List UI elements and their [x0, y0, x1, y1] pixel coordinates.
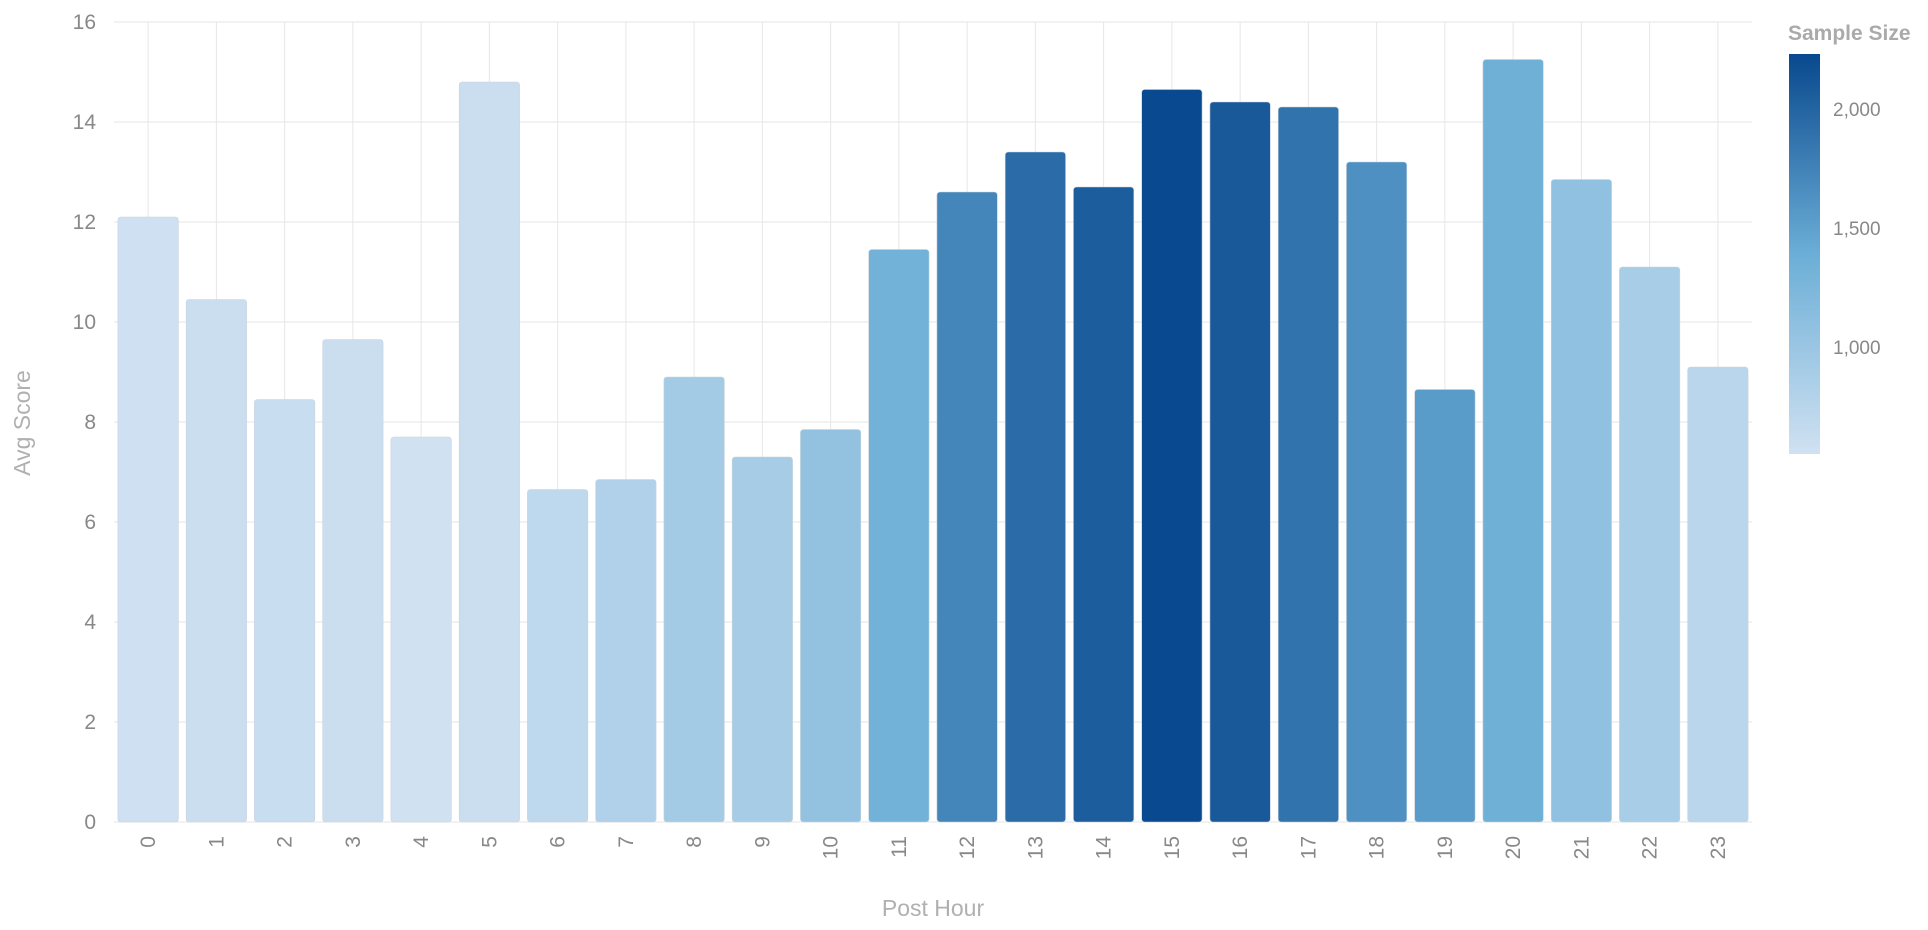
x-tick-label: 4 [410, 836, 433, 848]
legend-tick-label: 1,500 [1833, 219, 1881, 240]
y-tick-label: 10 [73, 311, 96, 334]
bar-hour-17[interactable] [1277, 106, 1339, 823]
y-tick-label: 12 [73, 211, 96, 234]
x-tick-label: 14 [1093, 836, 1116, 860]
y-tick-label: 0 [84, 811, 96, 834]
x-tick-label: 3 [342, 836, 365, 848]
x-tick-label: 23 [1707, 836, 1730, 859]
x-axis-ticks: 0 1 2 3 4 5 6 7 8 9 10 11 12 13 14 15 16 17 18 19 20 21 22 23 [137, 836, 1730, 860]
y-tick-label: 2 [84, 711, 96, 734]
bar-hour-0[interactable] [117, 216, 179, 823]
x-tick-label: 20 [1502, 836, 1525, 859]
bar-hour-2[interactable] [254, 399, 316, 823]
legend-color-bar [1789, 54, 1820, 454]
bar-hour-3[interactable] [322, 339, 384, 823]
bar-hour-12[interactable] [936, 191, 998, 823]
x-tick-label: 15 [1161, 836, 1184, 859]
x-tick-label: 19 [1434, 836, 1457, 859]
y-tick-label: 8 [84, 411, 96, 434]
bar-hour-14[interactable] [1073, 186, 1135, 823]
x-tick-label: 10 [820, 836, 843, 859]
y-tick-label: 14 [73, 111, 97, 134]
y-tick-label: 4 [84, 611, 96, 634]
bar-hour-5[interactable] [458, 81, 520, 823]
bar-hour-10[interactable] [800, 429, 862, 823]
x-tick-label: 11 [888, 836, 911, 858]
x-tick-label: 17 [1297, 836, 1320, 859]
bar-hour-4[interactable] [390, 436, 452, 823]
bar-hour-9[interactable] [731, 456, 793, 823]
y-tick-label: 16 [73, 11, 96, 34]
bar-hour-15[interactable] [1141, 89, 1203, 823]
legend-ticks: 1,000 1,500 2,000 [1833, 100, 1881, 359]
x-tick-label: 1 [205, 836, 228, 848]
x-tick-label: 0 [137, 836, 160, 848]
x-tick-label: 8 [683, 836, 706, 848]
x-tick-label: 13 [1024, 836, 1047, 859]
y-tick-label: 6 [84, 511, 96, 534]
x-axis-title: Post Hour [882, 895, 985, 921]
bar-hour-23[interactable] [1687, 366, 1749, 823]
y-axis-ticks: 0 2 4 6 8 10 12 14 16 [73, 11, 97, 834]
legend-title: Sample Size [1788, 22, 1911, 45]
x-tick-label: 18 [1366, 836, 1389, 859]
bar-hour-6[interactable] [527, 489, 589, 823]
bar-hour-22[interactable] [1619, 266, 1681, 823]
bar-hour-7[interactable] [595, 479, 657, 823]
bar-hour-11[interactable] [868, 249, 930, 823]
x-tick-label: 12 [956, 836, 979, 859]
x-tick-label: 5 [478, 836, 501, 848]
bar-hour-19[interactable] [1414, 389, 1476, 823]
legend-tick-label: 1,000 [1833, 338, 1881, 359]
color-legend: Sample Size 1,000 1,500 2,000 [1788, 22, 1911, 454]
x-tick-label: 16 [1229, 836, 1252, 859]
bar-hour-18[interactable] [1346, 161, 1408, 823]
x-tick-label: 2 [274, 836, 297, 848]
bar-hour-8[interactable] [663, 376, 725, 823]
x-tick-label: 21 [1570, 836, 1593, 859]
y-axis-title: Avg Score [9, 370, 35, 476]
bar-hour-21[interactable] [1550, 179, 1612, 823]
x-tick-label: 7 [615, 836, 638, 848]
x-tick-label: 9 [751, 836, 774, 848]
bar-hour-13[interactable] [1004, 151, 1066, 823]
bar-hour-16[interactable] [1209, 101, 1271, 823]
legend-tick-label: 2,000 [1833, 100, 1881, 121]
bar-hour-20[interactable] [1482, 59, 1544, 823]
bar-hour-1[interactable] [185, 299, 247, 823]
x-tick-label: 22 [1639, 836, 1662, 859]
x-tick-label: 6 [547, 836, 570, 848]
bars [117, 59, 1749, 823]
